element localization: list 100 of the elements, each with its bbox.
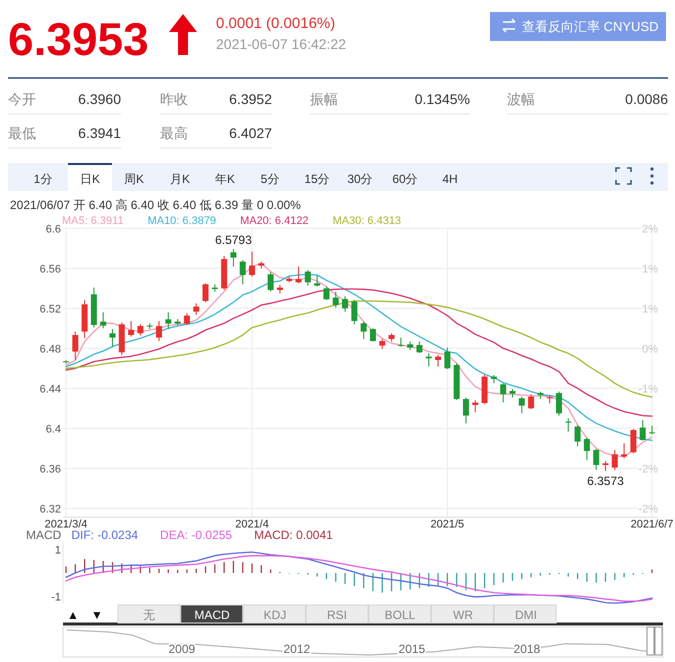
candlestick bbox=[193, 302, 200, 316]
candlestick bbox=[240, 260, 246, 285]
text: 今开 bbox=[8, 91, 36, 107]
text: 2021/06/07 开 6.40 高 6.40 收 6.40 低 6.39 量 0 0.00% bbox=[10, 198, 302, 212]
text: 0.1345% bbox=[414, 91, 470, 107]
y-tick-label: 6.36 bbox=[40, 463, 61, 476]
text: ▼ bbox=[91, 608, 103, 622]
candlestick bbox=[72, 331, 78, 360]
candlestick bbox=[165, 312, 172, 330]
text: WR bbox=[453, 608, 474, 622]
candlestick bbox=[500, 382, 506, 403]
candlestick bbox=[593, 448, 600, 470]
candlestick bbox=[351, 300, 358, 325]
candlestick bbox=[360, 321, 367, 340]
candlestick bbox=[462, 397, 469, 424]
candlestick bbox=[379, 338, 386, 350]
candlestick bbox=[296, 266, 302, 284]
text: 月K bbox=[170, 172, 190, 186]
text: 年K bbox=[214, 172, 236, 186]
x-tick-label: 2021/3/4 bbox=[44, 518, 88, 530]
text: 无 bbox=[143, 608, 155, 622]
candlestick bbox=[444, 347, 450, 370]
text: 6.3953 bbox=[8, 13, 149, 65]
candlestick bbox=[202, 282, 209, 303]
y-tick-label: 6.56 bbox=[40, 263, 61, 276]
text: 最低 bbox=[8, 125, 36, 141]
candlestick bbox=[518, 396, 525, 414]
x-tick-label: 2021/4 bbox=[235, 518, 269, 530]
candlestick bbox=[128, 320, 134, 338]
annotation: 6.3573 bbox=[587, 474, 624, 488]
text: 15分 bbox=[304, 172, 330, 186]
x-tick-label: 2021/6/7 bbox=[630, 518, 674, 530]
chart-title: MACD bbox=[26, 528, 62, 542]
x-tick-label: 2012 bbox=[284, 642, 311, 656]
x-tick-label: 2021/5 bbox=[430, 518, 464, 530]
x-tick-label: 2009 bbox=[168, 642, 196, 656]
candlestick bbox=[249, 251, 256, 278]
annotation: 6.5793 bbox=[215, 233, 252, 247]
series-label: DIF: -0.0234 bbox=[71, 528, 138, 542]
text: 4H bbox=[442, 172, 458, 186]
text: 0.0086 bbox=[625, 91, 668, 107]
candlestick bbox=[630, 428, 636, 454]
text: RSI bbox=[326, 608, 348, 622]
text: 查看反向汇率 CNYUSD bbox=[522, 19, 659, 34]
candlestick bbox=[574, 424, 581, 447]
candlestick bbox=[565, 418, 572, 432]
candlestick bbox=[640, 420, 646, 442]
text: 5分 bbox=[260, 172, 280, 186]
text: 6.3960 bbox=[78, 91, 122, 107]
candlestick bbox=[332, 291, 339, 308]
candlestick bbox=[612, 450, 618, 471]
candlestick bbox=[304, 270, 311, 286]
candlestick bbox=[584, 437, 590, 460]
y-tick-label: 6.48 bbox=[40, 343, 61, 356]
candlestick bbox=[156, 320, 162, 342]
text: 周K bbox=[124, 172, 144, 186]
candlestick bbox=[556, 391, 562, 416]
y-tick-label: 6.44 bbox=[40, 383, 61, 396]
candlestick bbox=[268, 272, 274, 292]
text: 2021-06-07 16:42:22 bbox=[216, 36, 346, 52]
text: 日K bbox=[80, 172, 100, 186]
text: 6.4027 bbox=[229, 125, 272, 141]
text: MA30: 6.4313 bbox=[332, 215, 402, 227]
x-tick-label: 2015 bbox=[398, 642, 426, 656]
candlestick bbox=[110, 328, 116, 348]
y-tick-label: 6.6 bbox=[46, 223, 61, 236]
candlestick bbox=[472, 400, 478, 413]
text: 0.0001 (0.0016%) bbox=[216, 15, 336, 32]
text: 30分 bbox=[347, 172, 373, 186]
series-label: DEA: -0.0255 bbox=[160, 528, 232, 542]
text: 振幅 bbox=[310, 91, 338, 107]
candlestick bbox=[230, 248, 236, 268]
text: MACD bbox=[194, 608, 230, 622]
text: DMI bbox=[515, 608, 537, 622]
candlestick bbox=[100, 312, 106, 329]
candlestick bbox=[342, 296, 348, 312]
candlestick bbox=[426, 352, 432, 368]
text: MA10: 6.3879 bbox=[148, 215, 216, 227]
text: 昨收 bbox=[160, 91, 188, 107]
text: KDJ bbox=[264, 608, 286, 622]
y-tick-label: 6.32 bbox=[40, 503, 61, 516]
text: MA5: 6.3911 bbox=[62, 215, 124, 227]
y-tick-label: 6.4 bbox=[46, 423, 61, 436]
candlestick bbox=[416, 341, 422, 354]
candlestick bbox=[137, 324, 144, 336]
y-tick-label: 1 bbox=[54, 544, 61, 556]
text: BOLL bbox=[384, 608, 416, 622]
text: MA20: 6.4122 bbox=[240, 215, 309, 227]
candlestick bbox=[546, 394, 553, 404]
text: 波幅 bbox=[507, 91, 535, 107]
text: 6.3941 bbox=[78, 125, 122, 141]
candlestick bbox=[370, 328, 376, 342]
candlestick bbox=[528, 394, 534, 410]
text: 60分 bbox=[392, 172, 418, 186]
y-tick-label: 6.52 bbox=[40, 303, 61, 316]
candlestick bbox=[435, 354, 442, 368]
candlestick bbox=[184, 312, 190, 326]
text: 6.3952 bbox=[229, 91, 272, 107]
text: 最高 bbox=[160, 125, 188, 141]
y-tick-label: -1 bbox=[51, 592, 61, 604]
